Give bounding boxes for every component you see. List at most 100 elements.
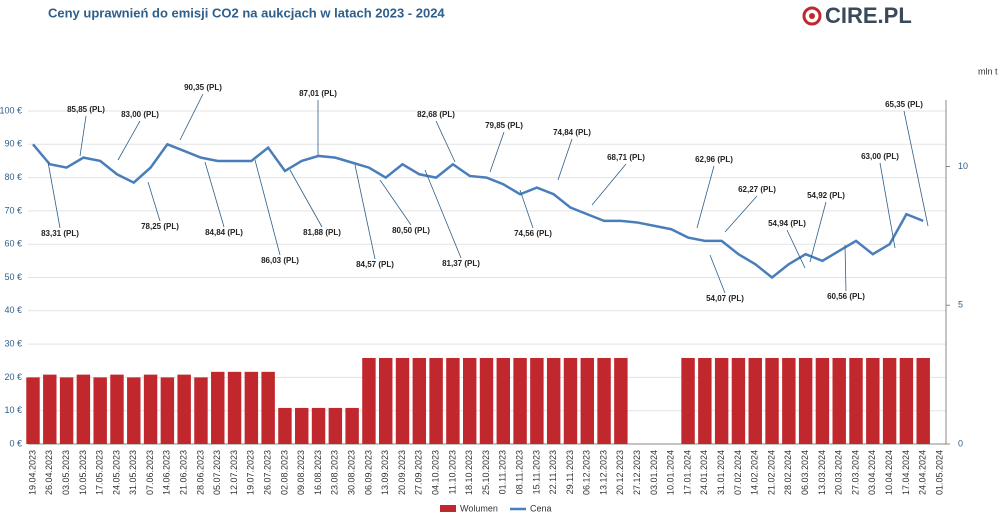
bar <box>698 357 712 444</box>
y-tick-label: 20 € <box>4 372 22 382</box>
annotation: 80,50 (PL) <box>392 226 430 235</box>
legend-label: Cena <box>530 503 552 513</box>
x-tick-label: 28.06.2023 <box>195 450 205 495</box>
x-tick-label: 06.12.2023 <box>582 450 592 495</box>
annotation-leader <box>724 195 758 233</box>
y-tick-label: 60 € <box>4 239 22 249</box>
x-tick-label: 18.10.2023 <box>464 450 474 495</box>
x-tick-label: 08.11.2023 <box>514 450 524 494</box>
x-tick-label: 04.10.2023 <box>430 450 440 495</box>
bar <box>379 357 393 444</box>
annotation: 78,25 (PL) <box>141 222 179 231</box>
bar <box>832 357 846 444</box>
annotation-leader <box>289 169 323 228</box>
annotation-leader <box>696 165 715 229</box>
annotation-leader <box>424 169 462 259</box>
x-tick-label: 25.10.2023 <box>481 450 491 495</box>
x-tick-label: 06.03.2024 <box>800 450 810 495</box>
bar <box>429 357 443 444</box>
annotation-leader <box>79 115 87 157</box>
x-tick-label: 02.08.2023 <box>279 450 289 495</box>
annotation: 81,88 (PL) <box>303 228 341 237</box>
logo-dot <box>809 13 815 19</box>
bar <box>462 357 477 444</box>
x-tick-label: 10.05.2023 <box>78 450 88 495</box>
annotation-leader <box>204 161 225 228</box>
x-tick-label: 03.04.2024 <box>867 450 877 495</box>
y2-tick-label: 5 <box>958 300 963 310</box>
bar <box>59 377 74 444</box>
annotation-leader <box>117 120 141 161</box>
annotation: 81,37 (PL) <box>442 259 480 268</box>
annotation-leader <box>47 161 61 229</box>
annotation: 60,56 (PL) <box>827 292 865 301</box>
bar <box>261 371 275 444</box>
y-tick-label: 40 € <box>4 305 22 315</box>
x-tick-label: 19.07.2023 <box>246 450 256 495</box>
annotation: 84,57 (PL) <box>356 260 394 269</box>
bar <box>345 407 359 444</box>
x-tick-label: 24.04.2024 <box>918 450 928 495</box>
x-tick-label: 16.08.2023 <box>313 450 323 495</box>
x-tick-label: 27.09.2023 <box>414 450 424 495</box>
annotation: 86,03 (PL) <box>261 256 299 265</box>
logo: CIRE.PL <box>825 3 912 28</box>
bar <box>328 407 343 444</box>
annotation: 62,96 (PL) <box>695 155 733 164</box>
x-tick-label: 07.02.2024 <box>733 450 743 495</box>
annotation: 65,35 (PL) <box>885 100 923 109</box>
y2-tick-label: 0 <box>958 438 963 448</box>
bar <box>614 357 628 444</box>
x-tick-label: 28.02.2024 <box>783 450 793 495</box>
x-tick-label: 26.04.2023 <box>44 450 54 495</box>
y-tick-label: 90 € <box>4 139 22 149</box>
annotation-leader <box>903 110 929 227</box>
annotation: 90,35 (PL) <box>184 83 222 92</box>
annotation: 84,84 (PL) <box>205 228 243 237</box>
bar <box>899 357 914 444</box>
bar <box>278 407 292 444</box>
bar <box>311 407 326 444</box>
annotation: 54,92 (PL) <box>807 191 845 200</box>
x-tick-label: 13.09.2023 <box>380 450 390 495</box>
annotation-leader <box>147 181 161 222</box>
annotation: 63,00 (PL) <box>861 152 899 161</box>
x-tick-label: 20.09.2023 <box>397 450 407 495</box>
line <box>32 142 924 280</box>
bar <box>815 357 830 444</box>
bar <box>597 357 611 444</box>
bar <box>546 357 561 444</box>
annotation-leader <box>844 244 847 292</box>
annotation-leader <box>709 254 726 294</box>
x-tick-label: 26.07.2023 <box>263 450 273 495</box>
x-tick-label: 20.12.2023 <box>615 450 625 495</box>
annotation-leader <box>879 162 896 249</box>
bar <box>580 357 594 444</box>
x-tick-label: 03.01.2024 <box>649 450 659 495</box>
y-tick-label: 0 € <box>9 438 22 448</box>
annotation: 74,56 (PL) <box>514 229 552 238</box>
bar <box>76 374 91 444</box>
x-tick-label: 15.11.2023 <box>531 450 541 494</box>
bar <box>362 357 376 444</box>
bar <box>177 374 191 444</box>
x-tick-label: 21.06.2023 <box>179 450 189 495</box>
x-tick-label: 12.07.2023 <box>229 450 239 495</box>
x-tick-label: 31.05.2023 <box>128 450 138 495</box>
annotation-leader <box>489 131 505 173</box>
y2-axis-label: mln t <box>978 66 998 76</box>
bar <box>530 357 544 444</box>
x-tick-label: 14.06.2023 <box>162 450 172 495</box>
y2-tick-label: 10 <box>958 161 968 171</box>
x-tick-label: 27.12.2023 <box>632 450 642 495</box>
annotation-leader <box>557 138 573 181</box>
bar <box>295 407 309 444</box>
x-tick-label: 10.04.2024 <box>884 450 894 495</box>
bar <box>496 357 511 444</box>
x-tick-label: 07.06.2023 <box>145 450 155 495</box>
annotation-leader <box>179 93 204 141</box>
bar <box>26 377 40 444</box>
x-tick-label: 01.05.2024 <box>934 450 944 495</box>
x-tick-label: 17.01.2024 <box>682 450 692 495</box>
bar <box>160 377 175 444</box>
